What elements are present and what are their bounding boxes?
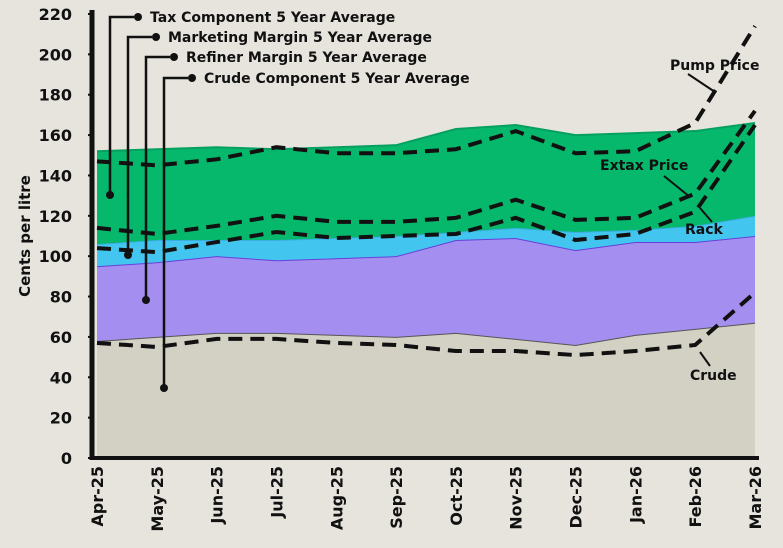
line-label: Extax Price: [600, 158, 688, 174]
y-tick-label: 0: [61, 449, 72, 468]
line-label: Crude: [690, 368, 737, 384]
callout-line: [108, 15, 134, 195]
x-tick-label: Jan-26: [626, 466, 645, 524]
dashed-line: [96, 109, 757, 236]
y-tick-label: 60: [50, 328, 72, 347]
label-leader: [687, 73, 716, 93]
y-tick-label: 140: [39, 166, 72, 185]
callout-line: [126, 35, 152, 255]
x-tick-label: Apr-25: [88, 466, 107, 527]
area-label: Tax Component 5 Year Average: [150, 10, 395, 26]
callout-dot: [152, 33, 160, 41]
x-tick-label: Mar-26: [746, 466, 765, 530]
callout-dot: [142, 296, 150, 304]
area-label: Crude Component 5 Year Average: [204, 71, 470, 87]
area: [97, 322, 755, 458]
area-label: Refiner Margin 5 Year Average: [186, 50, 427, 66]
x-tick-label: Jun-25: [208, 466, 227, 525]
x-tick-label: May-25: [148, 466, 167, 532]
area: [97, 236, 755, 345]
callout-dot: [188, 74, 196, 82]
x-tick-label: Dec-25: [567, 466, 586, 529]
x-tick-label: Sep-25: [387, 466, 406, 529]
y-tick-label: 100: [39, 247, 72, 266]
y-tick-label: 200: [39, 45, 72, 64]
callout-line: [144, 55, 170, 300]
x-tick-label: Feb-26: [686, 466, 705, 528]
y-tick-label: 220: [39, 5, 72, 24]
y-tick-label: 80: [50, 288, 72, 307]
callout-dot: [134, 13, 142, 21]
y-tick-label: 180: [39, 86, 72, 105]
callout-dot: [106, 191, 114, 199]
x-tick-label: Jul-25: [267, 466, 286, 519]
callout-dot: [124, 251, 132, 259]
label-leader: [663, 175, 691, 198]
x-tick-label: Nov-25: [507, 466, 526, 530]
area: [97, 122, 755, 245]
y-tick-label: 160: [39, 126, 72, 145]
y-tick-label: 40: [50, 368, 72, 387]
area-edge: [96, 121, 756, 153]
area: [97, 215, 755, 267]
label-leader: [699, 207, 713, 223]
callout-dot: [170, 53, 178, 61]
y-tick-label: 120: [39, 207, 72, 226]
line-label: Pump Price: [670, 58, 759, 74]
callout-dot: [160, 384, 168, 392]
x-tick-label: Aug-25: [327, 466, 346, 530]
line-label: Rack: [685, 222, 724, 238]
dashed-line: [96, 25, 757, 168]
dashed-line: [96, 123, 757, 255]
callout-line: [162, 76, 188, 388]
x-tick-label: Oct-25: [447, 466, 466, 526]
dashed-line: [96, 291, 757, 358]
y-tick-label: 20: [50, 409, 72, 428]
y-axis-label: Cents per litre: [16, 175, 34, 297]
label-leader: [699, 351, 711, 367]
area-label: Marketing Margin 5 Year Average: [168, 30, 432, 46]
